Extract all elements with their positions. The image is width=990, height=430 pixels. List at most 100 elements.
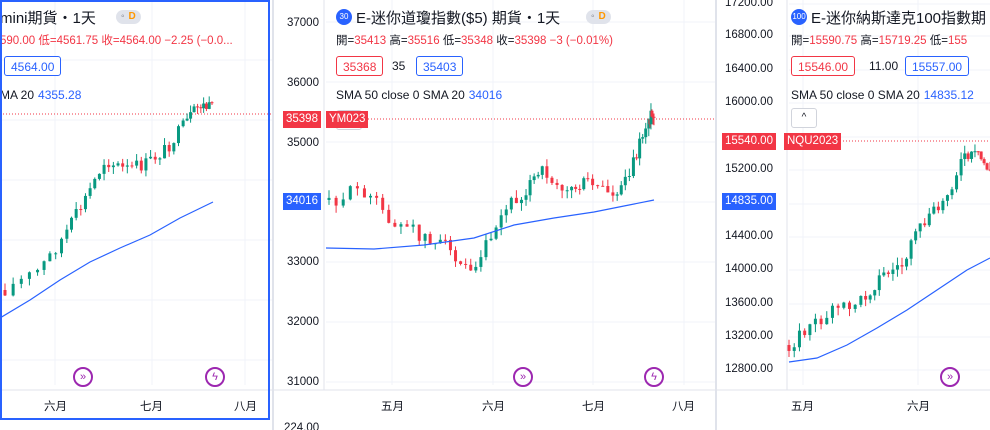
collapse-legend-button[interactable]: ^ (791, 108, 817, 128)
last-price-label: 15540.00 (722, 133, 776, 150)
replay-icon[interactable]: » (940, 367, 960, 387)
candle (448, 235, 452, 256)
candle (381, 193, 385, 214)
candle (982, 157, 986, 166)
candle (181, 118, 185, 128)
symbol-logo-icon: 30 (336, 9, 352, 25)
ask-price-box[interactable]: 4564.00 (4, 56, 62, 76)
ask-price-box[interactable]: 35403 (416, 56, 464, 76)
chart-title[interactable]: E-迷你道瓊指數($5) 期貨・1天 (356, 10, 561, 27)
candle (489, 232, 493, 242)
spread-value: 35 (392, 59, 406, 73)
pane-divider[interactable] (272, 0, 274, 430)
candle (348, 185, 352, 201)
replay-icon[interactable]: » (73, 367, 93, 387)
candle (48, 251, 52, 262)
x-axis-label: 六月 (482, 401, 505, 413)
candle (158, 157, 162, 165)
candle (88, 182, 92, 199)
candle (60, 237, 64, 258)
chart-pane-middle[interactable]: 30 E-迷你道瓊指數($5) 期貨・1天 ◦ D 開=35413 高=35516… (274, 0, 715, 430)
candle (591, 174, 595, 190)
chart-title[interactable]: E-迷你納斯達克100指數期 (811, 10, 987, 27)
candle (83, 193, 87, 213)
candle (135, 154, 139, 169)
candle (842, 301, 846, 310)
candle (909, 238, 913, 266)
candle (853, 304, 857, 313)
y-axis-label: 36000 (287, 77, 319, 89)
candle (886, 270, 890, 278)
candlestick-chart-left[interactable] (0, 0, 272, 430)
candle (932, 202, 936, 215)
candle (923, 218, 927, 228)
candle (172, 142, 176, 155)
candle (202, 97, 206, 113)
x-axis-label: 七月 (582, 401, 605, 413)
candle (189, 105, 193, 123)
candle (536, 171, 540, 179)
candle (111, 161, 115, 174)
ask-price-box[interactable]: 15557.00 (905, 56, 970, 76)
candle (596, 184, 600, 189)
candle (163, 138, 167, 159)
y-axis-label: 12800.00 (725, 363, 773, 375)
y-axis-label: 31000 (287, 376, 319, 388)
sma-indicator-legend[interactable]: SMA 50 close 0 SMA 20 14835.12 (791, 88, 974, 102)
candle (528, 174, 532, 202)
sma-indicator-legend[interactable]: MA 20 4355.28 (0, 88, 82, 102)
candle (454, 246, 458, 267)
candle (144, 153, 148, 177)
x-axis-label: 五月 (381, 401, 404, 413)
candle (797, 323, 801, 352)
ohlc-readout: 開=35413 高=35516 低=35348 收=35398 −3 (−0.0… (336, 35, 613, 47)
candle (93, 177, 97, 190)
lightning-icon[interactable]: ϟ (644, 367, 664, 387)
candle (615, 191, 619, 201)
lightning-icon[interactable]: ϟ (205, 367, 225, 387)
candle (204, 102, 208, 112)
candle (963, 145, 967, 166)
candle (792, 343, 796, 358)
candle (936, 201, 940, 214)
candle (153, 152, 157, 164)
interval-pill[interactable]: ◦ D (586, 10, 611, 24)
interval-pill[interactable]: ◦ D (116, 10, 141, 24)
candle (918, 223, 922, 238)
candle (560, 184, 564, 199)
candle (369, 193, 373, 205)
next-pane-y-label: 224.00 (284, 422, 320, 430)
candle (540, 165, 544, 180)
candle (387, 204, 391, 224)
ohlc-readout: 590.00 低=4561.75 收=4564.00 −2.25 (−0.0..… (0, 35, 233, 47)
candle (176, 124, 180, 147)
chart-pane-right[interactable]: 100 E-迷你納斯達克100指數期 開=15590.75 高=15719.25… (717, 0, 990, 430)
candle (192, 103, 196, 113)
candle (955, 172, 959, 193)
candle (484, 234, 488, 261)
pane-divider[interactable] (715, 0, 717, 430)
candle (393, 219, 397, 228)
y-axis-label: 13600.00 (725, 297, 773, 309)
candle (399, 222, 403, 234)
chart-pane-left[interactable]: mini期貨・1天 ◦ D 590.00 低=4561.75 收=4564.00 … (0, 0, 272, 430)
candle (652, 113, 656, 126)
candle (619, 181, 623, 196)
replay-icon[interactable]: » (513, 367, 533, 387)
bid-price-box[interactable]: 15546.00 (791, 56, 856, 76)
candlestick-chart-middle[interactable] (274, 0, 715, 430)
candle (341, 192, 345, 208)
symbol-price-tag: YM023 (326, 111, 369, 128)
sma-indicator-legend[interactable]: SMA 50 close 0 SMA 20 34016 (336, 88, 503, 102)
candle (555, 179, 559, 190)
sma-line (0, 201, 214, 319)
sma-line (325, 199, 655, 250)
candle (565, 186, 569, 199)
candle (19, 275, 23, 289)
candle (327, 190, 331, 205)
y-axis-label: 14400.00 (725, 230, 773, 242)
candle (578, 184, 582, 195)
candle (121, 158, 125, 172)
bid-price-box[interactable]: 35368 (336, 56, 384, 76)
candle (27, 271, 31, 286)
